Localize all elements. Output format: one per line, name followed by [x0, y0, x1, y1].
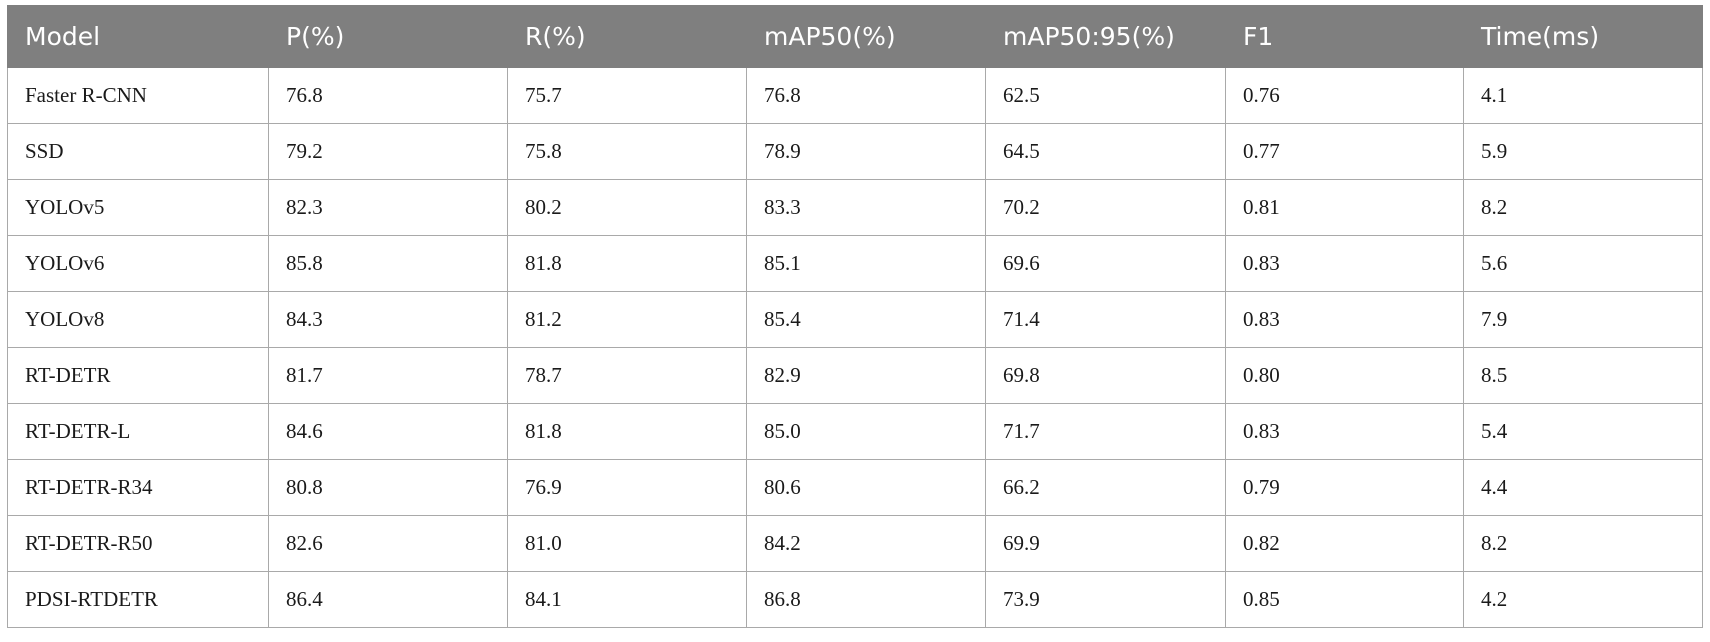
cell-model: RT-DETR-R50: [7, 515, 269, 572]
cell-precision: 84.3: [268, 291, 508, 348]
cell-recall: 81.8: [507, 235, 747, 292]
cell-f1: 0.83: [1225, 403, 1464, 460]
cell-f1: 0.79: [1225, 459, 1464, 516]
cell-recall: 81.2: [507, 291, 747, 348]
header-precision: P(%): [268, 5, 508, 68]
cell-f1: 0.76: [1225, 67, 1464, 124]
cell-time: 8.2: [1463, 515, 1703, 572]
cell-map50-95: 69.6: [985, 235, 1226, 292]
cell-f1: 0.85: [1225, 571, 1464, 628]
cell-map50-95: 69.9: [985, 515, 1226, 572]
cell-recall: 80.2: [507, 179, 747, 236]
cell-recall: 78.7: [507, 347, 747, 404]
table-row: RT-DETR-R50 82.6 81.0 84.2 69.9 0.82 8.2: [7, 515, 1703, 572]
cell-time: 4.4: [1463, 459, 1703, 516]
table-row: RT-DETR-L 84.6 81.8 85.0 71.7 0.83 5.4: [7, 403, 1703, 460]
cell-time: 5.6: [1463, 235, 1703, 292]
table-row: RT-DETR 81.7 78.7 82.9 69.8 0.80 8.5: [7, 347, 1703, 404]
cell-map50-95: 73.9: [985, 571, 1226, 628]
cell-time: 8.2: [1463, 179, 1703, 236]
cell-precision: 86.4: [268, 571, 508, 628]
cell-f1: 0.77: [1225, 123, 1464, 180]
table-row: YOLOv8 84.3 81.2 85.4 71.4 0.83 7.9: [7, 291, 1703, 348]
cell-time: 4.2: [1463, 571, 1703, 628]
cell-recall: 75.8: [507, 123, 747, 180]
header-map50-95: mAP50:95(%): [985, 5, 1226, 68]
cell-f1: 0.80: [1225, 347, 1464, 404]
cell-map50: 84.2: [746, 515, 986, 572]
cell-precision: 80.8: [268, 459, 508, 516]
cell-model: RT-DETR-R34: [7, 459, 269, 516]
cell-recall: 81.0: [507, 515, 747, 572]
cell-precision: 85.8: [268, 235, 508, 292]
cell-precision: 84.6: [268, 403, 508, 460]
cell-time: 7.9: [1463, 291, 1703, 348]
cell-model: YOLOv5: [7, 179, 269, 236]
cell-model: PDSI-RTDETR: [7, 571, 269, 628]
cell-map50-95: 69.8: [985, 347, 1226, 404]
model-comparison-table: Model P(%) R(%) mAP50(%) mAP50:95(%) F1 …: [7, 5, 1703, 628]
cell-map50-95: 70.2: [985, 179, 1226, 236]
cell-f1: 0.83: [1225, 235, 1464, 292]
header-row: Model P(%) R(%) mAP50(%) mAP50:95(%) F1 …: [7, 5, 1703, 68]
cell-time: 5.9: [1463, 123, 1703, 180]
header-recall: R(%): [507, 5, 747, 68]
table-row: YOLOv5 82.3 80.2 83.3 70.2 0.81 8.2: [7, 179, 1703, 236]
cell-time: 5.4: [1463, 403, 1703, 460]
cell-map50: 76.8: [746, 67, 986, 124]
cell-model: YOLOv8: [7, 291, 269, 348]
cell-recall: 76.9: [507, 459, 747, 516]
cell-map50-95: 71.7: [985, 403, 1226, 460]
cell-f1: 0.83: [1225, 291, 1464, 348]
cell-map50-95: 71.4: [985, 291, 1226, 348]
table-row: RT-DETR-R34 80.8 76.9 80.6 66.2 0.79 4.4: [7, 459, 1703, 516]
table-row: Faster R-CNN 76.8 75.7 76.8 62.5 0.76 4.…: [7, 67, 1703, 124]
table-row: YOLOv6 85.8 81.8 85.1 69.6 0.83 5.6: [7, 235, 1703, 292]
header-time: Time(ms): [1463, 5, 1703, 68]
table-body: Faster R-CNN 76.8 75.7 76.8 62.5 0.76 4.…: [7, 67, 1703, 628]
cell-precision: 79.2: [268, 123, 508, 180]
cell-time: 8.5: [1463, 347, 1703, 404]
cell-map50: 86.8: [746, 571, 986, 628]
table-header: Model P(%) R(%) mAP50(%) mAP50:95(%) F1 …: [7, 5, 1703, 68]
cell-model: SSD: [7, 123, 269, 180]
cell-map50: 78.9: [746, 123, 986, 180]
cell-recall: 75.7: [507, 67, 747, 124]
header-map50: mAP50(%): [746, 5, 986, 68]
cell-model: Faster R-CNN: [7, 67, 269, 124]
cell-recall: 84.1: [507, 571, 747, 628]
cell-f1: 0.82: [1225, 515, 1464, 572]
cell-precision: 82.6: [268, 515, 508, 572]
cell-map50-95: 62.5: [985, 67, 1226, 124]
comparison-table-container: Model P(%) R(%) mAP50(%) mAP50:95(%) F1 …: [7, 5, 1703, 628]
header-f1: F1: [1225, 5, 1464, 68]
table-row: SSD 79.2 75.8 78.9 64.5 0.77 5.9: [7, 123, 1703, 180]
cell-map50: 82.9: [746, 347, 986, 404]
cell-model: RT-DETR-L: [7, 403, 269, 460]
header-model: Model: [7, 5, 269, 68]
cell-time: 4.1: [1463, 67, 1703, 124]
cell-precision: 82.3: [268, 179, 508, 236]
cell-map50: 80.6: [746, 459, 986, 516]
cell-map50-95: 64.5: [985, 123, 1226, 180]
cell-f1: 0.81: [1225, 179, 1464, 236]
cell-map50-95: 66.2: [985, 459, 1226, 516]
cell-recall: 81.8: [507, 403, 747, 460]
cell-map50: 83.3: [746, 179, 986, 236]
cell-model: YOLOv6: [7, 235, 269, 292]
cell-precision: 76.8: [268, 67, 508, 124]
cell-map50: 85.0: [746, 403, 986, 460]
cell-map50: 85.4: [746, 291, 986, 348]
table-row: PDSI-RTDETR 86.4 84.1 86.8 73.9 0.85 4.2: [7, 571, 1703, 628]
cell-model: RT-DETR: [7, 347, 269, 404]
cell-map50: 85.1: [746, 235, 986, 292]
cell-precision: 81.7: [268, 347, 508, 404]
